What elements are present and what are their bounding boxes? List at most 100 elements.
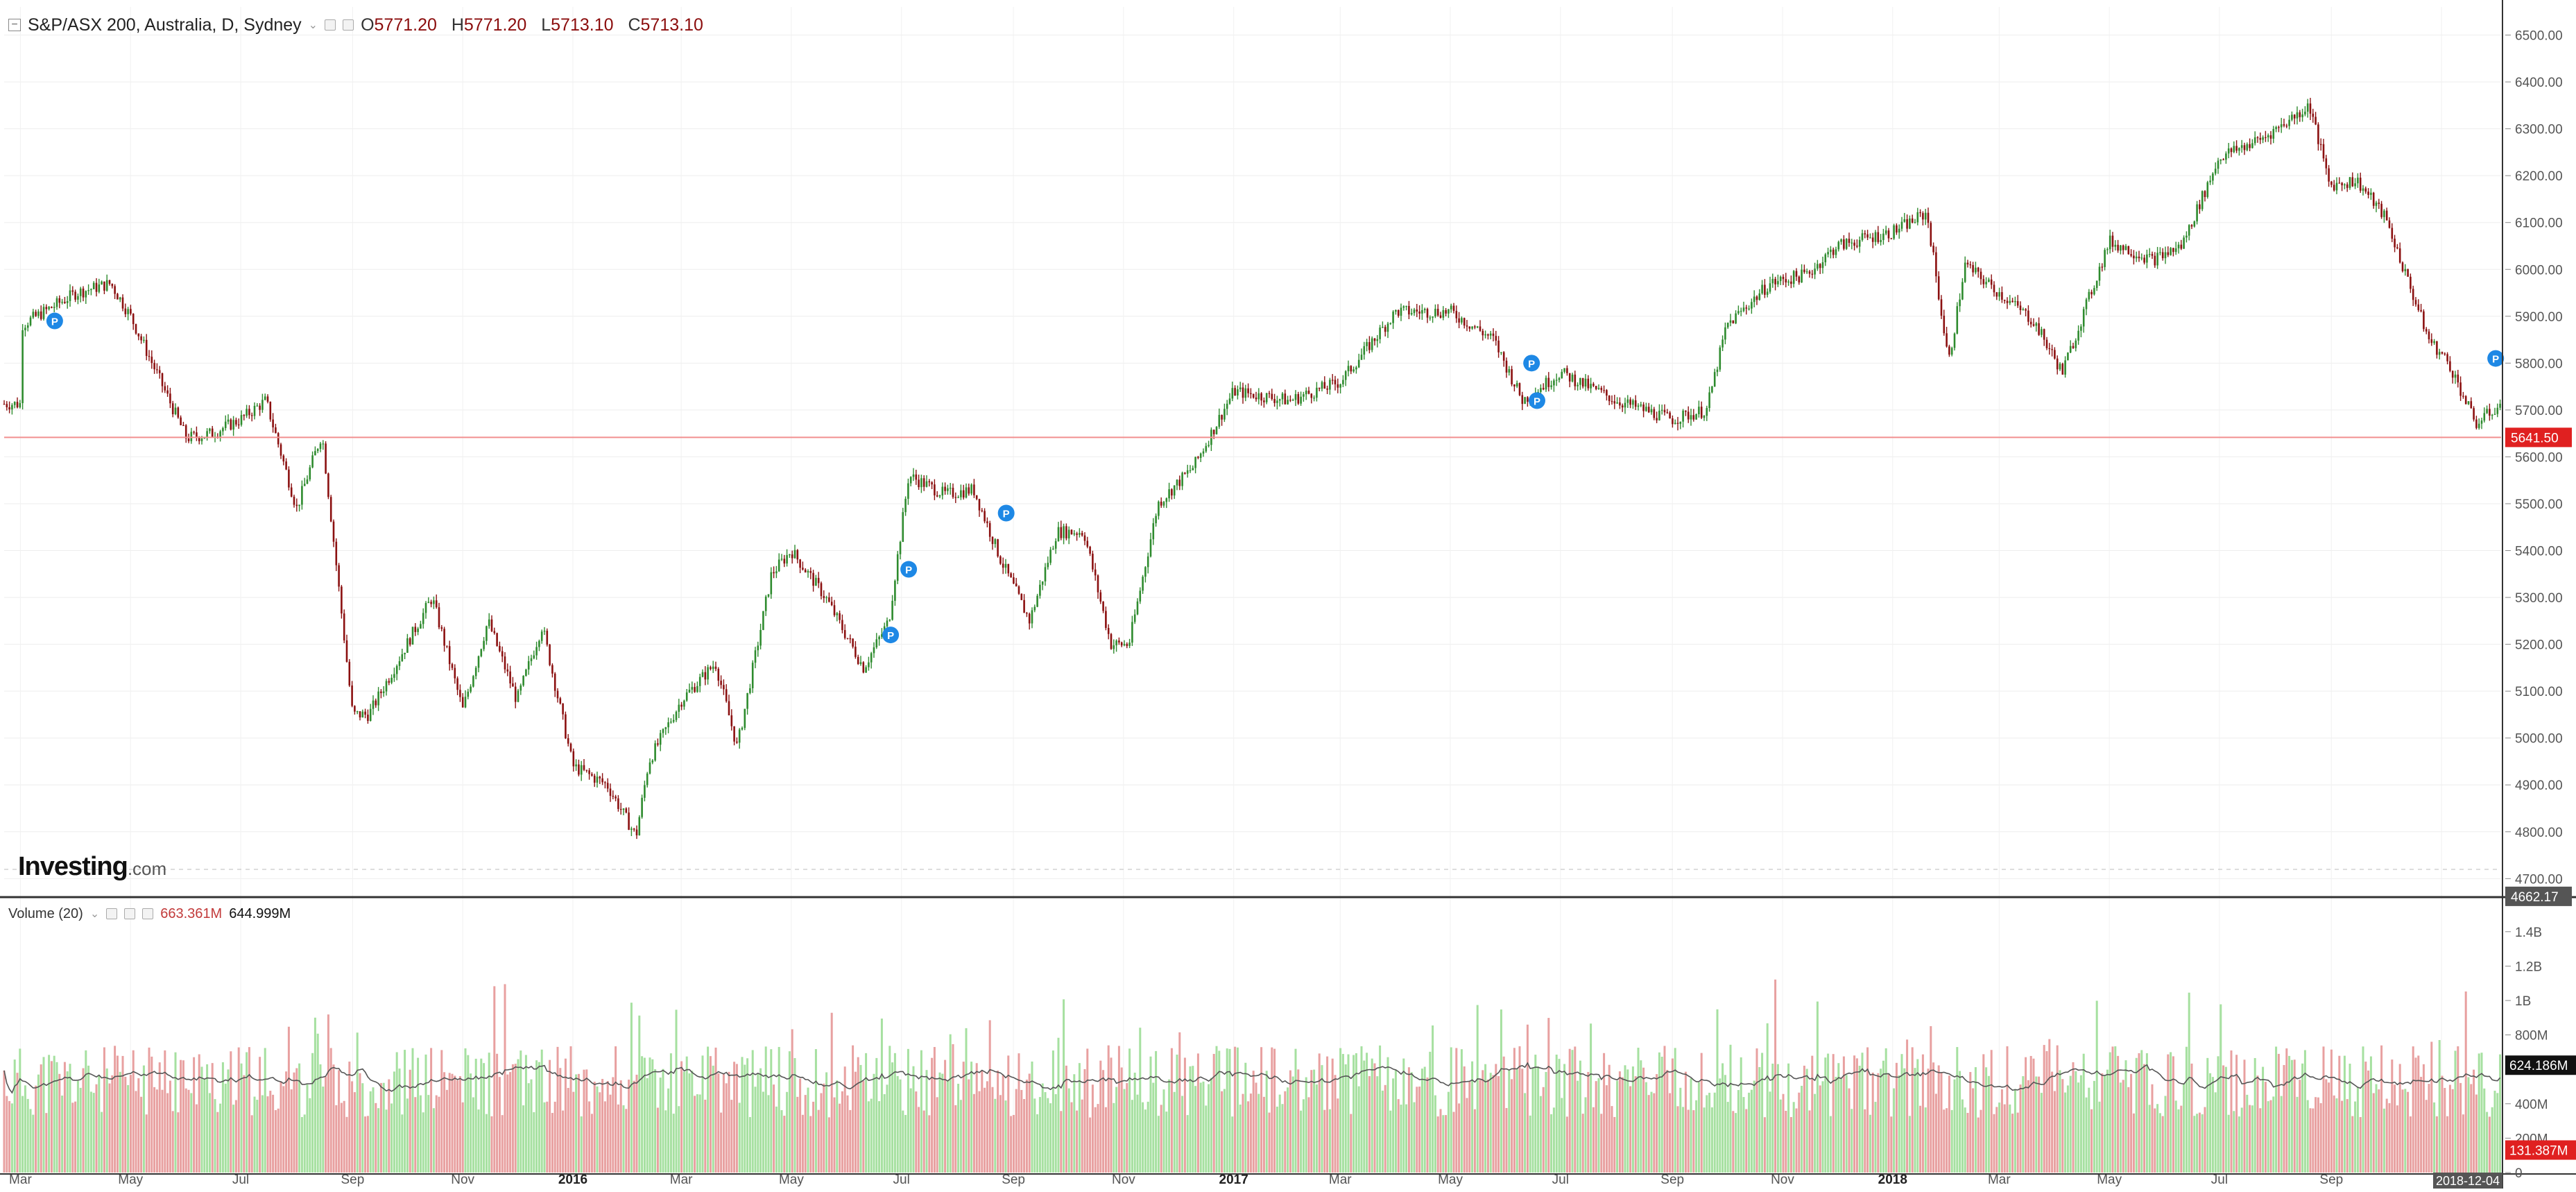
volume-bar[interactable] <box>1368 1076 1371 1173</box>
volume-bar[interactable] <box>445 1089 448 1173</box>
volume-bar[interactable] <box>807 1087 809 1173</box>
price-candle[interactable] <box>1600 388 1603 391</box>
volume-bar[interactable] <box>121 1055 124 1173</box>
price-candle[interactable] <box>931 482 933 485</box>
volume-bar[interactable] <box>1067 1088 1070 1173</box>
volume-bar[interactable] <box>1584 1097 1587 1173</box>
volume-bar[interactable] <box>2496 1093 2499 1173</box>
volume-bar[interactable] <box>599 1092 601 1173</box>
price-candle[interactable] <box>522 676 524 686</box>
price-candle[interactable] <box>1397 309 1400 316</box>
price-candle[interactable] <box>2133 255 2135 259</box>
volume-bar[interactable] <box>1561 1098 1563 1173</box>
price-candle[interactable] <box>272 419 274 427</box>
price-candle[interactable] <box>1076 533 1078 535</box>
volume-bar[interactable] <box>1410 1072 1413 1173</box>
price-candle[interactable] <box>2080 326 2082 331</box>
volume-bar[interactable] <box>2457 1046 2459 1173</box>
volume-bar[interactable] <box>2486 1112 2489 1173</box>
volume-bar[interactable] <box>1170 1048 1173 1173</box>
volume-bar[interactable] <box>124 1076 127 1173</box>
price-candle[interactable] <box>2243 145 2246 151</box>
volume-bar[interactable] <box>1405 1104 1408 1173</box>
volume-bar[interactable] <box>164 1050 166 1173</box>
volume-bar[interactable] <box>1302 1099 1305 1173</box>
volume-bar[interactable] <box>920 1050 922 1173</box>
volume-bar[interactable] <box>1650 1091 1653 1173</box>
event-marker-icon[interactable] <box>1523 355 1540 372</box>
volume-bar[interactable] <box>1574 1046 1577 1173</box>
volume-bar[interactable] <box>1848 1088 1851 1173</box>
price-candle[interactable] <box>1645 407 1647 411</box>
price-candle[interactable] <box>1606 390 1608 396</box>
price-candle[interactable] <box>968 487 970 494</box>
volume-bar[interactable] <box>1089 1117 1092 1173</box>
volume-bar[interactable] <box>1898 1075 1900 1173</box>
price-candle[interactable] <box>3 404 6 405</box>
volume-bar[interactable] <box>1205 1105 1208 1173</box>
volume-bar[interactable] <box>556 1046 559 1173</box>
price-candle[interactable] <box>1713 372 1716 387</box>
price-candle[interactable] <box>514 686 517 702</box>
volume-bar[interactable] <box>601 1079 604 1173</box>
volume-bar[interactable] <box>1051 1050 1054 1173</box>
price-candle[interactable] <box>2120 245 2122 251</box>
volume-bar[interactable] <box>345 1116 348 1173</box>
price-candle[interactable] <box>2385 210 2388 221</box>
price-candle[interactable] <box>2130 254 2132 256</box>
price-candle[interactable] <box>691 687 694 690</box>
volume-bar[interactable] <box>931 1057 934 1173</box>
volume-bar[interactable] <box>2111 1046 2114 1173</box>
price-candle[interactable] <box>1497 340 1500 352</box>
price-candle[interactable] <box>2090 291 2093 295</box>
price-candle[interactable] <box>1439 315 1442 318</box>
volume-bar[interactable] <box>340 1102 343 1173</box>
price-candle[interactable] <box>1408 305 1410 315</box>
price-candle[interactable] <box>209 428 211 432</box>
price-candle[interactable] <box>1231 388 1234 399</box>
volume-bar[interactable] <box>1547 1018 1550 1173</box>
price-candle[interactable] <box>61 301 63 303</box>
price-candle[interactable] <box>451 664 454 668</box>
price-candle[interactable] <box>839 613 841 620</box>
volume-bar[interactable] <box>1173 1091 1176 1173</box>
price-candle[interactable] <box>820 583 823 597</box>
price-candle[interactable] <box>345 640 348 662</box>
price-candle[interactable] <box>1874 232 1877 242</box>
volume-bar[interactable] <box>1932 1062 1935 1173</box>
volume-bar[interactable] <box>151 1056 153 1173</box>
price-candle[interactable] <box>1642 404 1645 411</box>
price-candle[interactable] <box>1028 613 1031 624</box>
volume-bar[interactable] <box>685 1056 688 1173</box>
volume-bar[interactable] <box>85 1050 87 1173</box>
volume-bar[interactable] <box>190 1093 193 1173</box>
price-candle[interactable] <box>2467 401 2470 405</box>
volume-bar[interactable] <box>2048 1039 2051 1173</box>
price-candle[interactable] <box>359 711 361 718</box>
volume-bar[interactable] <box>712 1065 714 1173</box>
volume-bar[interactable] <box>1104 1107 1107 1173</box>
volume-bar[interactable] <box>896 1075 899 1173</box>
price-candle[interactable] <box>1930 223 1932 246</box>
volume-bar[interactable] <box>1144 1109 1147 1173</box>
price-candle[interactable] <box>1099 592 1102 602</box>
volume-bar[interactable] <box>1787 1063 1790 1173</box>
price-candle[interactable] <box>132 314 135 325</box>
price-candle[interactable] <box>504 656 506 670</box>
volume-bar[interactable] <box>1294 1048 1297 1173</box>
volume-bar[interactable] <box>395 1052 398 1173</box>
volume-bar[interactable] <box>440 1050 443 1173</box>
price-candle[interactable] <box>649 762 651 774</box>
volume-bar[interactable] <box>2075 1071 2077 1173</box>
price-candle[interactable] <box>474 667 477 676</box>
price-candle[interactable] <box>1966 262 1969 265</box>
price-candle[interactable] <box>248 409 250 416</box>
volume-bar[interactable] <box>2130 1073 2133 1173</box>
volume-bar[interactable] <box>1608 1064 1611 1173</box>
volume-bar[interactable] <box>527 1083 530 1173</box>
volume-bar[interactable] <box>2259 1108 2262 1173</box>
price-candle[interactable] <box>2351 177 2354 187</box>
price-candle[interactable] <box>957 497 959 498</box>
price-candle[interactable] <box>764 596 767 611</box>
volume-bar[interactable] <box>1168 1079 1171 1173</box>
